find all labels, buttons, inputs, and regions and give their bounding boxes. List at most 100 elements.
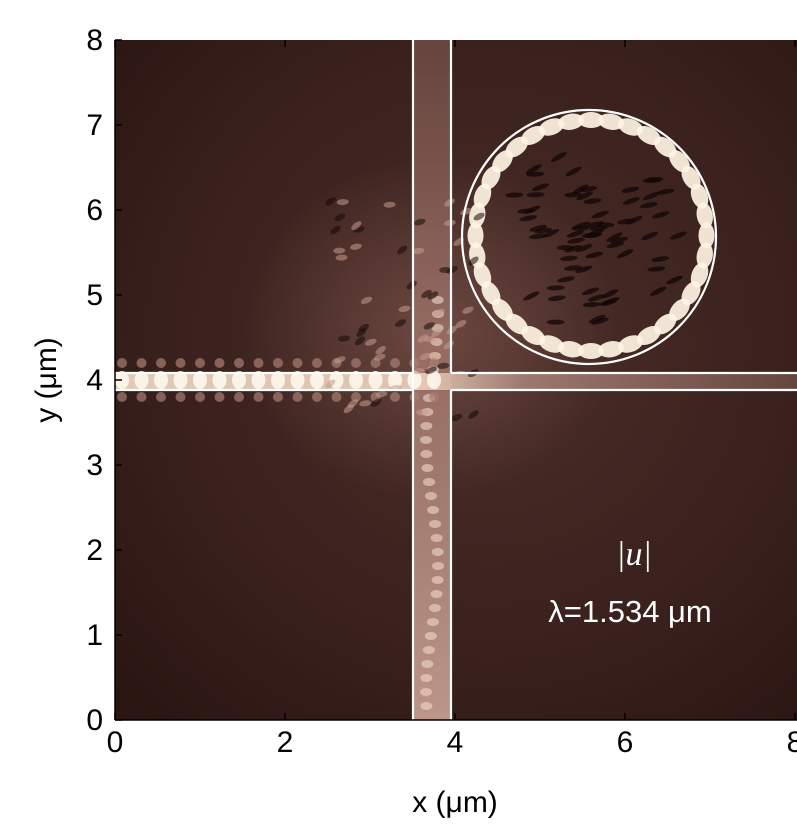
x-tick-label: 8 — [787, 726, 797, 759]
vguide-fringe — [431, 562, 444, 570]
junction-fringe — [462, 306, 474, 314]
hguide-lobe — [232, 371, 246, 389]
ring-lobe — [617, 335, 644, 353]
ring-interior-fringe — [610, 236, 628, 244]
junction-fringe — [365, 338, 377, 346]
ring-interior-fringe — [566, 230, 584, 238]
ring-interior-fringe — [651, 256, 670, 262]
junction-fringe — [358, 323, 370, 332]
junction-fringe — [427, 291, 439, 300]
hguide-side-lobe — [331, 392, 342, 402]
hguide-side-lobe — [312, 392, 322, 402]
hguide-side-lobe — [409, 392, 420, 402]
vguide-fringe — [429, 352, 442, 360]
ring-lobe — [467, 222, 484, 249]
vguide-fringe — [431, 296, 444, 304]
junction-fringe — [417, 334, 429, 343]
vguide-fringe — [422, 646, 435, 654]
x-tick-label: 6 — [617, 726, 634, 759]
y-tick-label: 0 — [86, 704, 103, 737]
hguide-lobe — [251, 371, 266, 389]
ring-interior-fringe — [641, 231, 658, 241]
hguide-side-lobe — [351, 358, 361, 368]
junction-fringe — [437, 362, 450, 369]
junction-fringe — [325, 379, 336, 389]
ring-interior-fringe — [666, 275, 683, 285]
ring-interior-fringe — [602, 297, 620, 306]
ring-interior-fringe — [622, 197, 640, 205]
hguide-side-lobe — [156, 392, 166, 402]
hguide-lobe — [154, 371, 168, 389]
junction-fringe — [451, 413, 463, 421]
vguide-fringe — [420, 436, 433, 444]
ring-interior-fringe — [647, 266, 666, 272]
vguide-fringe — [431, 548, 444, 556]
ring-interior-fringe — [596, 222, 615, 228]
y-tick-label: 2 — [86, 534, 103, 567]
ring-interior-fringe — [546, 319, 565, 325]
junction-fringe — [375, 345, 386, 355]
ring-interior-fringe — [591, 317, 609, 325]
x-tick-label: 2 — [277, 726, 294, 759]
vguide-fringe — [423, 478, 436, 486]
y-tick-label: 3 — [86, 449, 103, 482]
junction-fringe — [394, 319, 406, 327]
junction-fringe — [359, 400, 372, 407]
ring-lobe — [598, 113, 624, 130]
x-tick-label: 0 — [107, 726, 124, 759]
ring-lobe — [696, 202, 713, 229]
y-tick-label: 7 — [86, 109, 103, 142]
ring-interior-fringe — [523, 291, 540, 301]
ring-interior-fringe — [567, 237, 585, 244]
vguide-fringe — [426, 618, 439, 626]
ring-interior-fringe — [532, 183, 550, 192]
junction-fringe — [460, 207, 472, 216]
hguide-side-lobe — [136, 358, 147, 368]
ring-lobe — [578, 343, 604, 359]
structure-outlines — [115, 40, 797, 720]
hguide-side-lobe — [175, 358, 186, 368]
junction-fringe — [433, 308, 445, 317]
ring-interior-fringe — [576, 191, 594, 201]
ring-interior-fringe — [670, 231, 687, 240]
junction-fringe — [455, 320, 467, 328]
ring-interior-fringe — [575, 265, 593, 273]
ring-interior-fringe — [547, 295, 566, 301]
horizontal-waveguide-lobes — [115, 358, 441, 402]
ring-interior-fringe — [621, 186, 640, 193]
ring-interior-fringe — [640, 202, 658, 209]
ring-interior-fringe — [505, 192, 524, 198]
hguide-side-lobe — [429, 392, 439, 402]
ring-interior-fringe — [584, 232, 603, 238]
junction-fringe — [419, 352, 431, 361]
hguide-side-lobe — [175, 392, 186, 402]
ring-interior-fringe — [557, 276, 575, 283]
hguide-side-lobe — [117, 358, 127, 368]
vguide-fringe — [420, 702, 433, 710]
junction-fringe — [330, 225, 341, 235]
junction-fringe — [338, 335, 350, 342]
ring-interior-fringe — [588, 314, 606, 324]
junction-fringe — [412, 367, 425, 375]
ring-interior-fringe — [529, 233, 547, 240]
junction-fringe — [413, 218, 426, 226]
hguide-side-lobe — [312, 358, 322, 368]
ring-lobe — [698, 222, 715, 249]
ring-interior-fringe — [564, 265, 582, 271]
ring-interior-fringe — [575, 244, 593, 253]
vguide-fringe — [431, 576, 444, 584]
scattering-pattern — [325, 152, 687, 421]
hguide-side-lobe — [390, 392, 400, 402]
vguide-fringe — [428, 604, 441, 612]
vguide-fringe — [420, 422, 433, 430]
ring-interior-fringe — [519, 215, 538, 222]
y-tick-label: 8 — [86, 24, 103, 57]
ring-lobe — [690, 262, 709, 288]
hguide-lobe — [368, 371, 383, 389]
junction-fringe — [325, 197, 336, 206]
horizontal-waveguide-field — [115, 373, 797, 390]
junction-fringe — [343, 404, 354, 414]
junction-fringe — [333, 247, 346, 254]
ring-interior-fringe — [585, 251, 604, 259]
